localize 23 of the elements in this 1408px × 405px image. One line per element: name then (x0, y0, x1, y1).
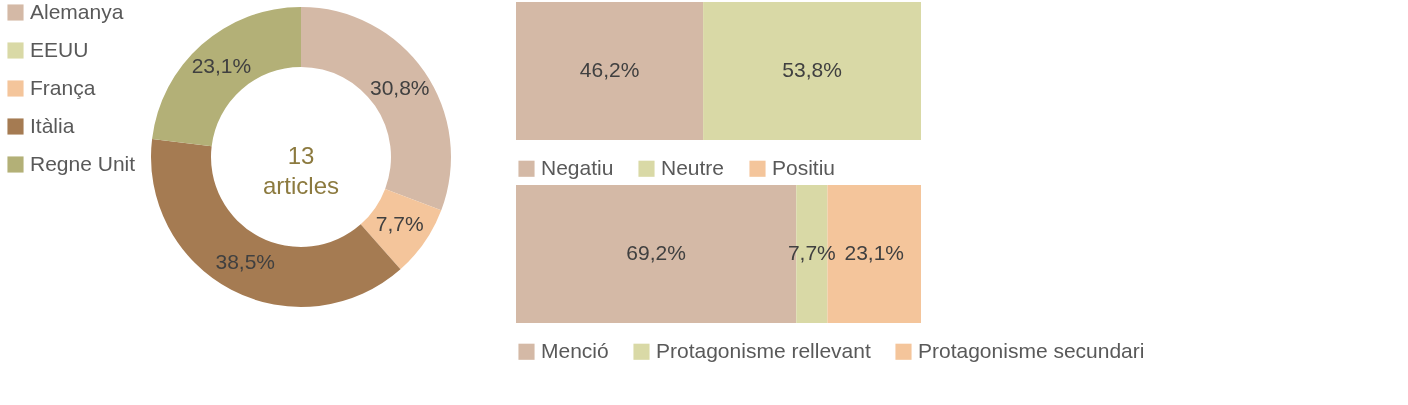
legend-label: França (30, 75, 96, 99)
legend-label: Negatiu (541, 155, 614, 179)
legend-label: EEUU (30, 37, 89, 61)
data-label: 7,7% (787, 241, 836, 264)
data-label: 38,5% (215, 250, 276, 274)
data-label: 7,7% (375, 212, 424, 236)
data-label: 23,1% (844, 241, 904, 264)
donut-slice (152, 7, 301, 147)
legend-label: Protagonisme rellevant (656, 338, 871, 362)
legend-label: Regne Unit (30, 151, 136, 175)
series-label: Menció (541, 338, 609, 362)
legend-label: Itàlia (30, 113, 75, 137)
data-label: 69,2% (626, 241, 686, 264)
data-label: 23,1% (191, 54, 252, 78)
legend-label: Alemanya (30, 0, 124, 23)
legend-label: Neutre (661, 155, 725, 179)
data-label: 53,8% (782, 58, 842, 81)
text: 13 articles (262, 142, 340, 199)
data-label: 46,2% (579, 58, 640, 81)
legend-label: Positiu (772, 155, 836, 179)
legend-label: Protagonisme secundari (918, 338, 1145, 362)
donut-slice (360, 188, 442, 270)
data-label: 30,8% (369, 75, 430, 99)
